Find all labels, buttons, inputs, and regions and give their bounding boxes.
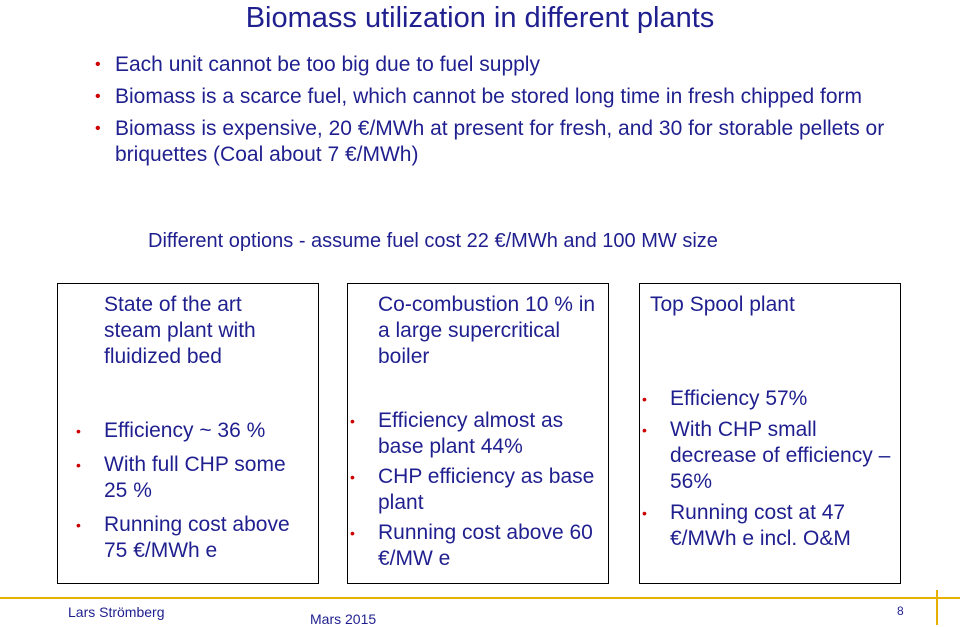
- bullet-item: Biomass is expensive, 20 €/MWh at presen…: [95, 116, 895, 168]
- slide-title: Biomass utilization in different plants: [245, 2, 715, 34]
- option-box-co-combustion: Co-combustion 10 % in a large supercriti…: [347, 283, 609, 584]
- option-list: Efficiency ~ 36 % With full CHP some 25 …: [76, 418, 314, 572]
- option-box-steam-plant: State of the art steam plant with fluidi…: [57, 283, 319, 584]
- option-item: Running cost above 60 €/MW e: [350, 520, 603, 572]
- option-list: Efficiency almost as base plant 44% CHP …: [350, 408, 603, 576]
- bullet-list: Each unit cannot be too big due to fuel …: [95, 52, 895, 174]
- option-list: Efficiency 57% With CHP small decrease o…: [642, 386, 895, 557]
- footer-divider: [0, 597, 960, 599]
- option-item: Efficiency ~ 36 %: [76, 418, 314, 444]
- footer-date: Mars 2015: [310, 611, 377, 627]
- option-heading: Top Spool plant: [650, 293, 795, 316]
- footer-author: Lars Strömberg: [68, 604, 165, 620]
- option-item: Running cost at 47 €/MWh e incl. O&M: [642, 500, 895, 552]
- page-number: 8: [897, 604, 904, 618]
- option-item: CHP efficiency as base plant: [350, 464, 603, 516]
- option-box-top-spool: Top Spool plant Efficiency 57% With CHP …: [639, 283, 901, 584]
- option-item: With full CHP some 25 %: [76, 452, 314, 504]
- option-item: Efficiency almost as base plant 44%: [350, 408, 603, 460]
- option-item: Efficiency 57%: [642, 386, 895, 412]
- bullet-item: Biomass is a scarce fuel, which cannot b…: [95, 84, 895, 110]
- option-item: Running cost above 75 €/MWh e: [76, 512, 314, 564]
- options-subheading: Different options - assume fuel cost 22 …: [148, 230, 718, 252]
- option-item: With CHP small decrease of efficiency – …: [642, 417, 895, 495]
- option-heading: Co-combustion 10 % in a large supercriti…: [378, 293, 596, 368]
- footer-vertical-divider: [936, 590, 938, 625]
- option-heading: State of the art steam plant with fluidi…: [104, 293, 256, 368]
- bullet-item: Each unit cannot be too big due to fuel …: [95, 52, 895, 78]
